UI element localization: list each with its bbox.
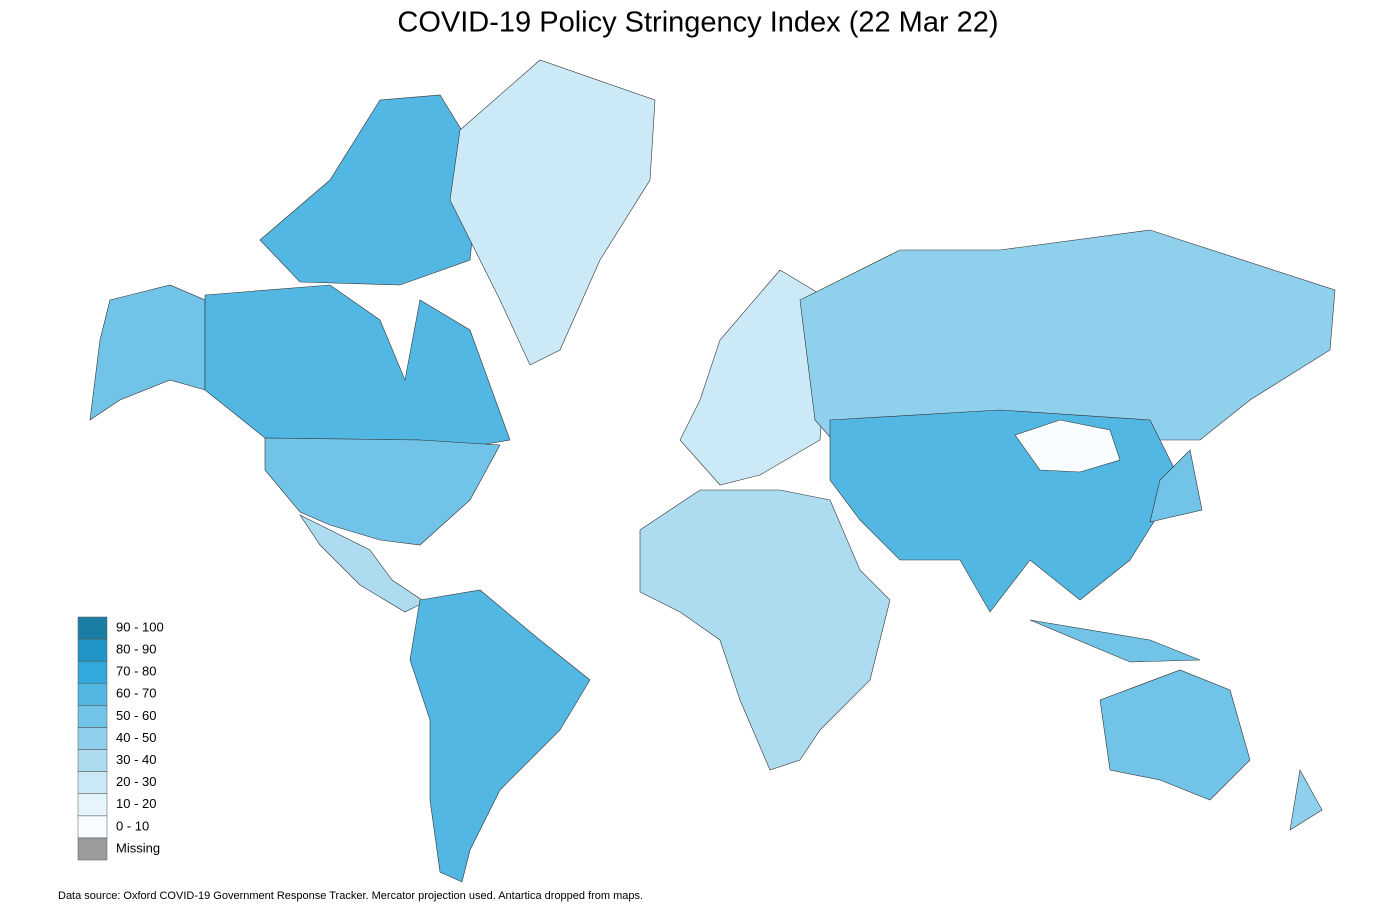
- legend-swatch: [77, 815, 108, 839]
- legend-label: Missing: [116, 840, 160, 855]
- legend-label: 20 - 30: [116, 774, 156, 789]
- alaska: [89, 284, 206, 421]
- legend: 90 - 100 80 - 90 70 - 80 60 - 70 50 - 60 40 -…: [77, 616, 164, 861]
- map-title: COVID-19 Policy Stringency Index (22 Mar…: [397, 7, 998, 39]
- mexico-central-america: [299, 514, 426, 613]
- south-america: [409, 589, 591, 883]
- source-note: Data source: Oxford COVID-19 Government …: [58, 890, 643, 902]
- mongolia: [1014, 419, 1121, 473]
- africa: [639, 489, 891, 771]
- canada: [204, 284, 511, 451]
- legend-swatch: [77, 727, 108, 750]
- new-zealand: [1289, 769, 1323, 831]
- legend-label: 80 - 90: [116, 642, 156, 657]
- legend-swatch: [77, 616, 108, 640]
- greenland: [449, 59, 656, 366]
- legend-swatch: [77, 660, 108, 684]
- legend-label: 50 - 60: [116, 708, 156, 723]
- australia: [1099, 669, 1251, 801]
- legend-swatch: [77, 793, 108, 817]
- legend-label: 70 - 80: [116, 664, 156, 679]
- legend-label: 30 - 40: [116, 752, 156, 767]
- legend-swatch: [77, 705, 108, 728]
- legend-label: 40 - 50: [116, 730, 156, 745]
- legend-label: 0 - 10: [116, 818, 149, 833]
- legend-swatch: [77, 837, 108, 861]
- usa: [264, 437, 501, 546]
- japan: [1149, 449, 1203, 523]
- indonesia: [1029, 619, 1201, 663]
- legend-label: 90 - 100: [116, 619, 164, 634]
- legend-swatch: [77, 638, 108, 662]
- legend-label: 10 - 20: [116, 796, 156, 811]
- legend-swatch: [77, 771, 108, 794]
- world-map: [89, 59, 1336, 883]
- legend-swatch: [77, 749, 108, 772]
- legend-label: 60 - 70: [116, 686, 156, 701]
- legend-swatch: [77, 683, 108, 706]
